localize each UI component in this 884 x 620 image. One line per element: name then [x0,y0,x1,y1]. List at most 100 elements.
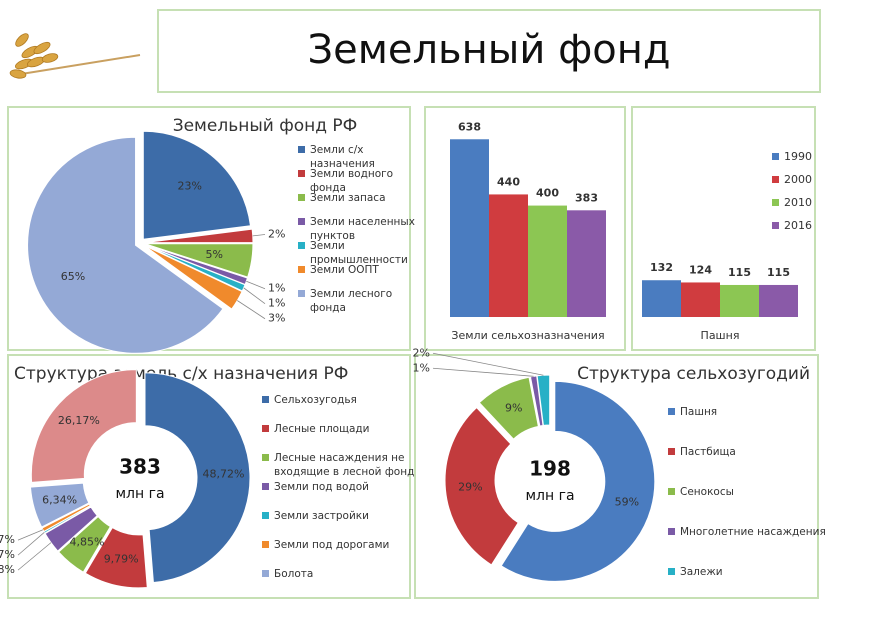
legend-swatch [298,194,305,201]
slice [500,380,656,582]
data-label: 65% [61,270,85,283]
data-label: 638 [458,120,481,133]
legend-swatch [262,512,269,519]
slice [29,482,90,528]
data-label: 6,34% [42,494,77,507]
bar [489,194,528,317]
category-label: Земли сельхозназначения [451,329,604,342]
slice [27,136,224,354]
data-label: 0,27% [0,548,15,561]
slice [57,515,111,573]
slice [44,506,98,552]
data-label: 4,85% [70,536,105,549]
header-box [157,9,821,93]
slice [478,376,539,440]
donut-hole [502,432,598,528]
data-label: 400 [536,187,559,200]
legend-swatch [298,242,305,249]
data-label: 3% [268,312,285,325]
legend-swatch [668,528,675,535]
legend-label: Земли населенных пунктов [310,216,415,242]
legend-label: Земли промышленности [310,240,408,266]
data-label: 124 [689,263,712,276]
center-value: 383 [119,455,161,479]
center-value: 198 [529,457,571,481]
legend-swatch [262,570,269,577]
data-label: 2% [413,346,430,359]
bar [642,280,681,317]
data-label: 1% [413,361,430,374]
legend-swatch [668,568,675,575]
legend-swatch [262,541,269,548]
legend-label: Земли лесного фонда [310,288,392,314]
data-label: 59% [615,495,639,508]
slice [142,130,252,240]
slice [84,526,148,589]
legend-label: Земли запаса [310,192,386,204]
slice [536,374,551,426]
legend-swatch [668,488,675,495]
bar [720,284,759,317]
legend-swatch [298,266,305,273]
legend-swatch [668,448,675,455]
data-label: 1% [268,282,285,295]
leader-line [432,367,534,377]
leader-line [237,300,266,320]
legend-label: Сельхозугодья [274,394,357,406]
data-label: 383 [575,191,598,204]
legend-label: Лесные насаждения не входящие в лесной фо… [274,452,414,478]
legend-label: 2010 [784,196,812,209]
legend-label: Пашня [680,406,717,418]
slice [30,369,137,483]
legend-swatch [668,408,675,415]
legend-label: Земли под дорогами [274,539,389,551]
bar [681,282,720,317]
legend-label: Пастбища [680,446,736,458]
data-label: 115 [728,266,751,279]
legend-swatch [262,396,269,403]
legend-label: Многолетние насаждения [680,526,826,538]
legend-swatch [262,425,269,432]
leader-line [252,234,266,237]
donut-hole [90,428,190,528]
legend-swatch [772,176,779,183]
slice [144,243,254,278]
category-label: Пашня [701,329,740,342]
data-label: 115 [767,266,790,279]
data-label: 2% [268,228,285,241]
legend-label: Земли под водой [274,481,369,493]
leader-line [17,542,52,571]
leader-line [432,352,544,376]
legend-swatch [298,290,305,297]
legend-label: Земли ООПТ [310,264,379,276]
leader-line [243,287,266,305]
data-label: 5% [206,248,223,261]
slice [444,406,519,566]
legend-label: 1990 [784,150,812,163]
legend-swatch [772,222,779,229]
bar [450,139,489,317]
legend-swatch [772,153,779,160]
leader-line [17,532,45,556]
bar [528,205,567,317]
bar [567,210,606,317]
data-label: 9,79% [104,552,139,565]
legend-label: Сенокосы [680,486,734,498]
legend-swatch [262,454,269,461]
data-label: 1% [268,297,285,310]
slice [41,503,91,533]
legend-swatch [772,199,779,206]
legend-label: 2000 [784,173,812,186]
chart-title: Структура сельхозугодий [577,364,810,384]
legend-label: Залежи [680,566,723,578]
data-label: 26,17% [58,414,100,427]
leader-line [17,529,44,541]
legend-label: Земли застройки [274,510,369,522]
data-label: 3,28% [0,563,15,576]
legend-label: Земли с/х назначения [310,144,375,170]
legend-label: Лесные площади [274,423,370,435]
chart-title: Земельный фонд РФ [173,116,358,136]
data-label: 29% [458,481,482,494]
legend-label: Болота [274,568,313,580]
